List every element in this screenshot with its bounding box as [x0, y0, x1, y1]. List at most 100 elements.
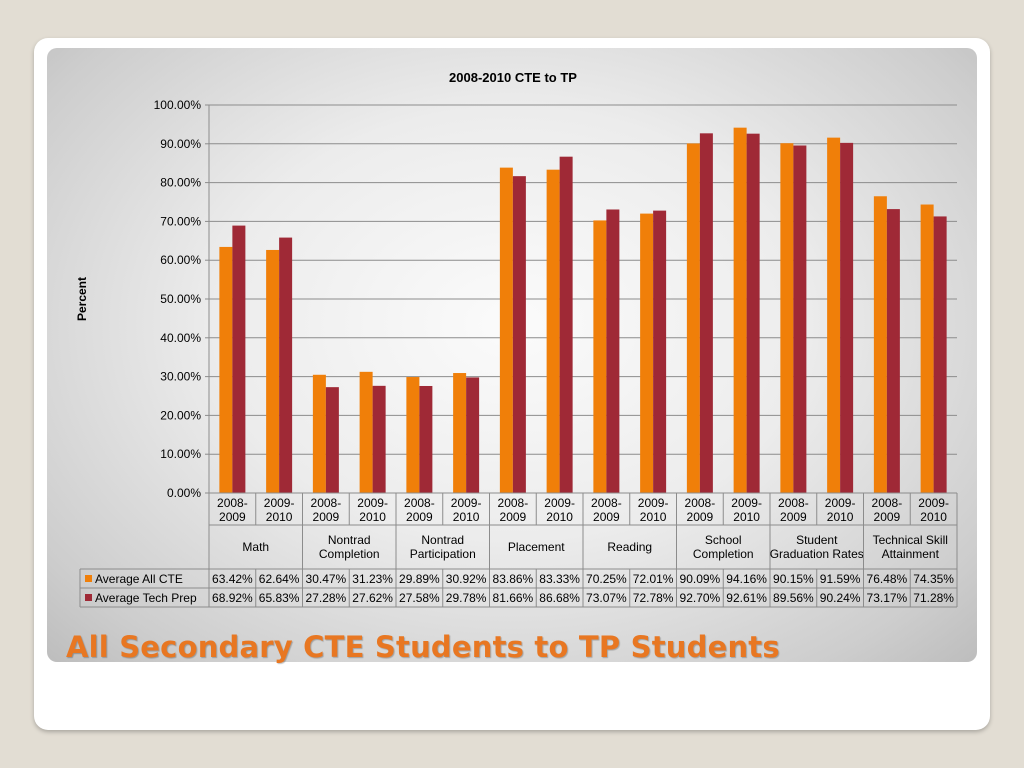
data-label: 73.07% [586, 591, 627, 605]
x-tick-label: 2010 [827, 510, 854, 524]
x-tick-label: 2009- [825, 496, 856, 510]
data-label: 71.28% [913, 591, 954, 605]
x-tick-label: 2010 [920, 510, 947, 524]
bar [933, 216, 947, 493]
y-tick-label: 60.00% [160, 253, 201, 267]
y-tick-label: 90.00% [160, 137, 201, 151]
x-tick-label: 2010 [546, 510, 573, 524]
y-axis-label: Percent [75, 277, 89, 321]
bar [559, 156, 573, 493]
category-label: Completion [319, 547, 380, 561]
bar [359, 371, 373, 493]
data-label: 27.28% [306, 591, 347, 605]
category-label: Participation [410, 547, 476, 561]
x-tick-label: 2009- [357, 496, 388, 510]
chart-title: 2008-2010 CTE to TP [449, 70, 577, 85]
data-label: 30.47% [306, 572, 347, 586]
category-label: Reading [607, 540, 652, 554]
data-label: 92.61% [726, 591, 767, 605]
bar [640, 213, 654, 493]
category-label: Graduation Rates [770, 547, 864, 561]
y-tick-label: 50.00% [160, 292, 201, 306]
x-tick-label: 2009 [313, 510, 340, 524]
bar [746, 133, 760, 493]
bar [419, 385, 433, 493]
data-label: 90.09% [680, 572, 721, 586]
category-label: Nontrad [328, 533, 371, 547]
legend-swatch [85, 594, 92, 601]
x-tick-label: 2010 [359, 510, 386, 524]
bar [886, 209, 900, 493]
bar [325, 387, 339, 493]
x-tick-label: 2009 [687, 510, 714, 524]
data-label: 86.68% [539, 591, 580, 605]
data-label: 65.83% [259, 591, 300, 605]
bar [920, 204, 934, 493]
bar [593, 220, 607, 493]
data-label: 31.23% [352, 572, 393, 586]
x-tick-label: 2008- [217, 496, 248, 510]
legend-label: Average Tech Prep [95, 591, 197, 605]
category-label: Technical Skill [873, 533, 948, 547]
x-tick-label: 2010 [453, 510, 480, 524]
x-tick-label: 2008- [404, 496, 435, 510]
x-tick-label: 2009- [264, 496, 295, 510]
bar [873, 196, 887, 493]
x-tick-label: 2010 [266, 510, 293, 524]
x-tick-label: 2010 [733, 510, 760, 524]
bar [279, 237, 293, 493]
category-label: Student [796, 533, 838, 547]
y-tick-label: 40.00% [160, 331, 201, 345]
category-label: Placement [508, 540, 565, 554]
bar [733, 127, 747, 493]
bar [606, 209, 620, 493]
data-label: 94.16% [726, 572, 767, 586]
category-label: Nontrad [421, 533, 464, 547]
x-tick-label: 2009 [780, 510, 807, 524]
bar [406, 377, 420, 493]
data-label: 27.62% [352, 591, 393, 605]
bar [466, 377, 480, 493]
data-label: 27.58% [399, 591, 440, 605]
bar [219, 246, 233, 493]
data-label: 70.25% [586, 572, 627, 586]
legend-label: Average All CTE [95, 572, 183, 586]
category-label: Completion [693, 547, 754, 561]
y-tick-label: 70.00% [160, 214, 201, 228]
bar [840, 142, 854, 493]
x-tick-label: 2008- [872, 496, 903, 510]
legend-swatch [85, 575, 92, 582]
data-label: 30.92% [446, 572, 487, 586]
y-tick-label: 10.00% [160, 447, 201, 461]
bar [499, 167, 513, 493]
category-label: School [705, 533, 742, 547]
category-label: Attainment [882, 547, 940, 561]
data-label: 90.15% [773, 572, 814, 586]
data-label: 29.78% [446, 591, 487, 605]
x-tick-label: 2008- [778, 496, 809, 510]
data-label: 63.42% [212, 572, 253, 586]
data-label: 89.56% [773, 591, 814, 605]
chart-panel: 2008-2010 CTE to TP Percent 0.00% 10.00% 20.… [47, 48, 977, 662]
data-label: 29.89% [399, 572, 440, 586]
data-label: 83.33% [539, 572, 580, 586]
data-label: 68.92% [212, 591, 253, 605]
bar [546, 169, 560, 493]
bar [512, 176, 526, 494]
bar [780, 143, 794, 493]
data-label: 90.24% [820, 591, 861, 605]
data-label: 73.17% [867, 591, 908, 605]
y-tick-label: 80.00% [160, 176, 201, 190]
y-tick-label: 30.00% [160, 370, 201, 384]
data-label: 81.66% [493, 591, 534, 605]
y-tick-label: 0.00% [167, 486, 201, 500]
x-tick-label: 2009- [451, 496, 482, 510]
x-tick-label: 2009- [918, 496, 949, 510]
data-label: 92.70% [680, 591, 721, 605]
bar [653, 210, 667, 494]
x-tick-label: 2009 [593, 510, 620, 524]
x-tick-label: 2009 [219, 510, 246, 524]
bar [372, 385, 386, 493]
category-label: Math [242, 540, 269, 554]
bar [686, 143, 700, 493]
